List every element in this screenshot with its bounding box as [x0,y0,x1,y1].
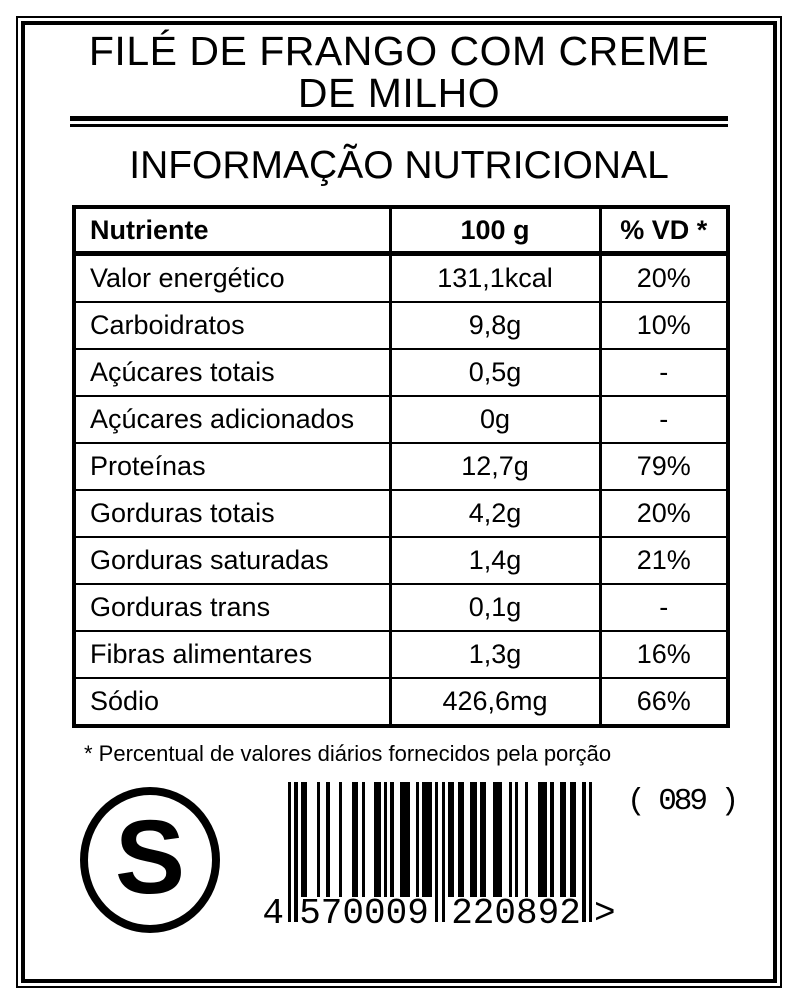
nutrient-cell: Valor energético [74,252,390,302]
nutrient-cell: Gorduras totais [74,489,390,537]
daily-value-footnote: * Percentual de valores diários fornecid… [84,741,612,766]
nutrition-heading: INFORMAÇÃO NUTRICIONAL [129,144,669,187]
amount-cell: 12,7g [388,442,600,490]
amount-cell: 4,2g [388,489,600,537]
nutrient-cell: Carboidratos [74,301,390,349]
amount-cell: 1,3g [388,630,600,678]
nutrient-cell: Gorduras saturadas [74,536,390,584]
product-title-line1: FILÉ DE FRANGO COM CREME [88,28,710,74]
dv-cell: 66% [598,677,728,726]
table-row: Carboidratos 9,8g 10% [74,301,728,349]
amount-cell: 0g [388,395,600,443]
table-row: Açúcares totais 0,5g - [74,348,728,396]
amount-cell: 426,6mg [388,677,600,726]
dv-cell: - [598,583,728,631]
header-nutrient: Nutriente [74,207,390,256]
table-row: Gorduras totais 4,2g 20% [74,489,728,537]
product-title: FILÉ DE FRANGO COM CREME DE MILHO [40,30,758,114]
table-row: Valor energético 131,1kcal 20% [74,252,728,302]
nutrient-cell: Gorduras trans [74,583,390,631]
amount-cell: 9,8g [388,301,600,349]
dv-cell: 20% [598,252,728,302]
table-row: Gorduras trans 0,1g - [74,583,728,631]
dv-cell: - [598,348,728,396]
dv-cell: 21% [598,536,728,584]
dv-cell: 79% [598,442,728,490]
dv-cell: 10% [598,301,728,349]
table-row: Açúcares adicionados 0g - [74,395,728,443]
header-dv: % VD * [598,207,728,256]
amount-cell: 131,1kcal [388,252,600,302]
dv-cell: 16% [598,630,728,678]
amount-cell: 1,4g [388,536,600,584]
nutrient-cell: Açúcares totais [74,348,390,396]
table-row: Gorduras saturadas 1,4g 21% [74,536,728,584]
table-row: Fibras alimentares 1,3g 16% [74,630,728,678]
table-header-row: Nutriente 100 g % VD * [74,207,728,256]
header-amount: 100 g [388,207,600,256]
product-title-line2: DE MILHO [297,70,501,116]
amount-cell: 0,1g [388,583,600,631]
s-stamp-letter: S [114,799,186,916]
nutrient-cell: Proteínas [74,442,390,490]
table-row: Proteínas 12,7g 79% [74,442,728,490]
nutrient-cell: Fibras alimentares [74,630,390,678]
barcode-bars [288,782,592,922]
s-stamp-icon: S [80,787,220,933]
dv-cell: - [598,395,728,443]
barcode-digit-group1: 570009 [299,893,429,934]
amount-cell: 0,5g [388,348,600,396]
table-row: Sódio 426,6mg 66% [74,677,728,726]
barcode-digit-group2: 220892 [451,893,581,934]
nutrition-table: Nutriente 100 g % VD * Valor energético … [72,205,730,728]
nutrient-cell: Açúcares adicionados [74,395,390,443]
barcode-digit-prefix: 4 [262,893,284,934]
title-divider [70,116,728,127]
nutrient-cell: Sódio [74,677,390,726]
barcode-trailer: > [594,893,616,934]
dv-cell: 20% [598,489,728,537]
batch-code: ( 089 ) [627,784,739,819]
